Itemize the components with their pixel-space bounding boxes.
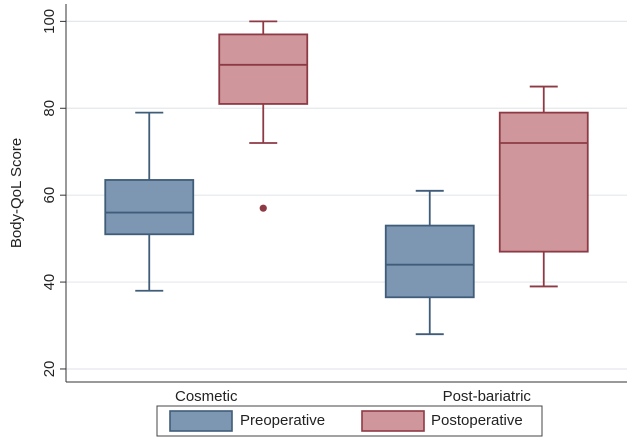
legend-label-0: Preoperative <box>240 412 325 429</box>
x-tick-label-0: Cosmetic <box>175 388 238 405</box>
legend-label-1: Postoperative <box>431 412 523 429</box>
legend: Preoperative Postoperative <box>156 405 543 437</box>
x-tick-label-1: Post-bariatric <box>443 388 532 405</box>
y-tick-label-20: 20 <box>41 361 58 378</box>
box-iqr <box>384 224 475 299</box>
legend-swatch-0 <box>169 410 233 432</box>
y-tick-label-80: 80 <box>41 100 58 117</box>
y-tick-label-60: 60 <box>41 187 58 204</box>
legend-swatch-1 <box>361 410 425 432</box>
plot-layer <box>104 20 589 336</box>
box-iqr <box>218 33 309 105</box>
box-0-0 <box>104 111 195 292</box>
box-iqr <box>498 111 589 253</box>
box-0-1 <box>384 189 475 336</box>
y-axis-title: Body-QoL Score <box>8 138 25 248</box>
box-iqr <box>104 179 195 236</box>
box-1-1 <box>498 85 589 288</box>
axis-layer: 20 40 60 80 100 Cosmetic Post-bariatric <box>41 4 627 405</box>
box-1-0 <box>218 20 309 212</box>
y-tick-label-100: 100 <box>41 9 58 34</box>
y-tick-label-40: 40 <box>41 274 58 291</box>
outlier-point-0 <box>259 204 267 212</box>
